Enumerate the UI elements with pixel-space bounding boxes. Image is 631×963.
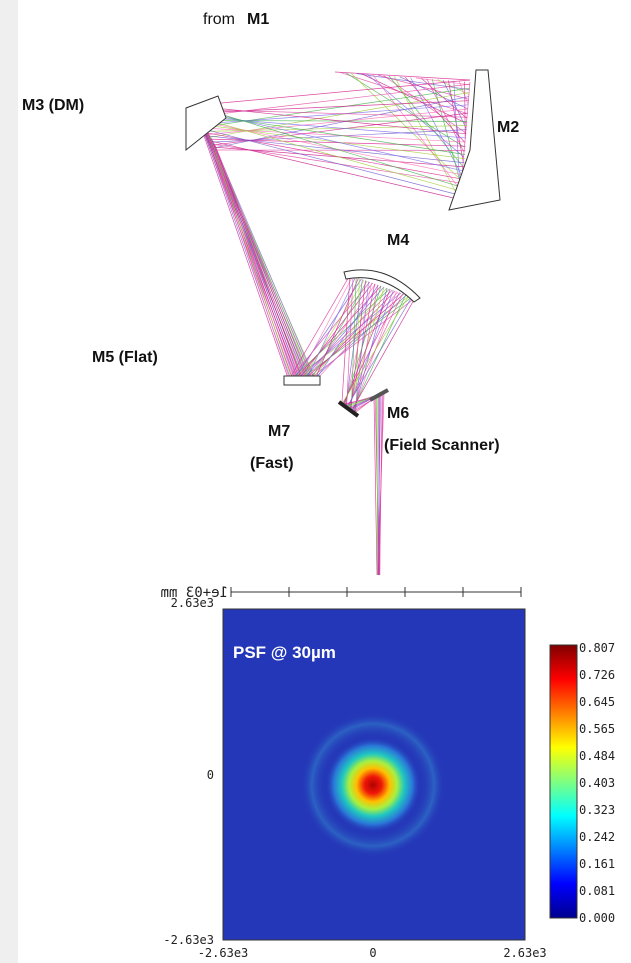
mirror-m6 — [370, 390, 388, 400]
ray — [207, 131, 289, 378]
ray — [214, 144, 301, 378]
ray — [201, 121, 292, 378]
label-from: from — [203, 11, 235, 28]
x-tick-label: 0 — [369, 946, 376, 960]
colorbar — [550, 645, 577, 918]
y-tick-label: 0 — [207, 768, 214, 782]
colorbar-tick-label: 0.161 — [579, 857, 615, 871]
ray — [210, 137, 291, 378]
colorbar-tick-label: 0.645 — [579, 695, 615, 709]
colorbar-tick-label: 0.000 — [579, 911, 615, 925]
label-m2: M2 — [497, 119, 519, 136]
label-m1: M1 — [247, 11, 269, 28]
label-m4: M4 — [387, 232, 409, 249]
label-m5: M5 (Flat) — [92, 349, 158, 366]
label-m7: M7 — [268, 423, 290, 440]
side-strip — [0, 0, 18, 963]
ray — [309, 291, 395, 378]
colorbar-tick-label: 0.403 — [579, 776, 615, 790]
ray — [343, 296, 409, 403]
x-tick-label: 2.63e3 — [503, 946, 546, 960]
y-tick-label: -2.63e3 — [163, 933, 214, 947]
y-tick-label: 2.63e3 — [171, 596, 214, 610]
ray — [215, 145, 309, 378]
colorbar-tick-label: 0.807 — [579, 641, 615, 655]
colorbar-tick-label: 0.484 — [579, 749, 615, 763]
ray — [416, 78, 470, 85]
x-tick-label: -2.63e3 — [198, 946, 249, 960]
colorbar-tick-label: 0.565 — [579, 722, 615, 736]
colorbar-tick-label: 0.726 — [579, 668, 615, 682]
colorbar-tick-label: 0.323 — [579, 803, 615, 817]
ray-bundle — [195, 72, 470, 575]
ray — [303, 280, 364, 378]
psf-title: PSF @ 30µm — [233, 643, 336, 662]
ray — [373, 75, 461, 191]
ray — [213, 142, 293, 378]
colorbar-tick-label: 0.081 — [579, 884, 615, 898]
mirror-m2 — [449, 70, 500, 210]
page: from M1 M3 (DM) M2 M4 M5 (Flat) M7 (Fast… — [0, 0, 631, 963]
label-m6-sub: (Field Scanner) — [384, 437, 500, 454]
psf-core — [325, 737, 421, 833]
colorbar-tick-label: 0.242 — [579, 830, 615, 844]
mirror-m5 — [284, 376, 320, 385]
label-m3: M3 (DM) — [22, 97, 84, 114]
ray — [314, 295, 406, 378]
label-m7-sub: (Fast) — [250, 455, 294, 472]
label-m6: M6 — [387, 405, 409, 422]
